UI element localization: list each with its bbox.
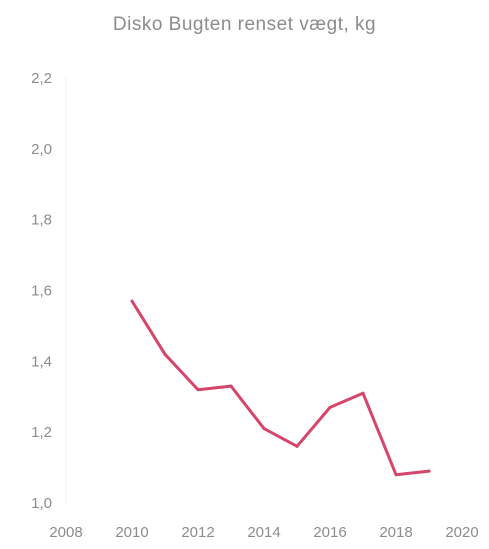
x-tick-label: 2020 xyxy=(445,524,478,541)
data-point xyxy=(394,473,398,477)
data-point xyxy=(130,299,134,303)
y-tick-label: 2,0 xyxy=(31,141,52,158)
y-tick-label: 1,8 xyxy=(31,212,52,229)
data-point xyxy=(427,469,431,473)
x-tick-labels: 2008 2010 2012 2014 2016 2018 2020 xyxy=(49,524,478,541)
data-point xyxy=(229,384,233,388)
series-line xyxy=(130,299,431,477)
chart-title: Disko Bugten renset vægt, kg xyxy=(112,14,377,35)
y-tick-label: 1,0 xyxy=(31,495,52,512)
y-tick-label: 2,2 xyxy=(31,70,52,87)
y-tick-label: 1,6 xyxy=(31,283,52,300)
x-tick-label: 2012 xyxy=(181,524,214,541)
data-point xyxy=(262,427,266,431)
data-point xyxy=(328,405,332,409)
y-tick-label: 1,4 xyxy=(31,353,52,370)
series-layer xyxy=(130,299,431,477)
data-point xyxy=(295,444,299,448)
x-tick-label: 2014 xyxy=(247,524,280,541)
x-tick-label: 2008 xyxy=(49,524,82,541)
y-tick-labels: 1,0 1,2 1,4 1,6 1,8 2,0 2,2 xyxy=(31,70,52,512)
x-tick-label: 2010 xyxy=(115,524,148,541)
x-tick-label: 2018 xyxy=(379,524,412,541)
y-tick-label: 1,2 xyxy=(31,424,52,441)
data-point xyxy=(196,388,200,392)
data-point xyxy=(163,352,167,356)
data-point xyxy=(361,391,365,395)
x-tick-label: 2016 xyxy=(313,524,346,541)
